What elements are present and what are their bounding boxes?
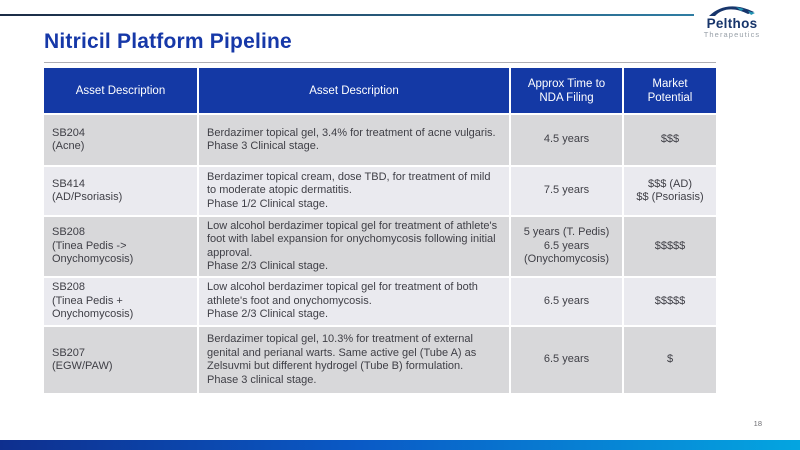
time-cell: 7.5 years — [511, 167, 624, 217]
table-row: SB414 (AD/Psoriasis) Berdazimer topical … — [44, 167, 716, 217]
potential-cell: $$$$$ — [624, 278, 716, 327]
logo-subtitle: Therapeutics — [703, 30, 761, 39]
description-cell: Berdazimer topical cream, dose TBD, for … — [199, 167, 511, 217]
time-cell: 4.5 years — [511, 115, 624, 167]
table-row: SB204 (Acne) Berdazimer topical gel, 3.4… — [44, 115, 716, 167]
table-top-divider — [44, 62, 716, 63]
header-time: Approx Time to NDA Filing — [511, 68, 624, 115]
time-cell: 5 years (T. Pedis) 6.5 years (Onychomyco… — [511, 217, 624, 278]
pelthos-mountain-icon — [709, 6, 755, 16]
table-row: SB207 (EGW/PAW) Berdazimer topical gel, … — [44, 327, 716, 395]
asset-cell: SB208 (Tinea Pedis + Onychomycosis) — [44, 278, 199, 327]
potential-cell: $$$$$ — [624, 217, 716, 278]
description-cell: Low alcohol berdazimer topical gel for t… — [199, 217, 511, 278]
header-asset-2: Asset Description — [199, 68, 511, 115]
potential-cell: $ — [624, 327, 716, 395]
page-number: 18 — [753, 419, 762, 428]
table-header-row: Asset Description Asset Description Appr… — [44, 68, 716, 115]
asset-cell: SB207 (EGW/PAW) — [44, 327, 199, 395]
potential-cell: $$$ (AD) $$ (Psoriasis) — [624, 167, 716, 217]
potential-cell: $$$ — [624, 115, 716, 167]
pipeline-table: Asset Description Asset Description Appr… — [44, 68, 716, 395]
pelthos-logo: Pelthos Therapeutics — [692, 3, 772, 39]
description-cell: Low alcohol berdazimer topical gel for t… — [199, 278, 511, 327]
time-cell: 6.5 years — [511, 278, 624, 327]
asset-cell: SB414 (AD/Psoriasis) — [44, 167, 199, 217]
header-asset-1: Asset Description — [44, 68, 199, 115]
asset-cell: SB208 (Tinea Pedis -> Onychomycosis) — [44, 217, 199, 278]
top-accent-line — [0, 14, 694, 16]
table-row: SB208 (Tinea Pedis + Onychomycosis) Low … — [44, 278, 716, 327]
header-potential: Market Potential — [624, 68, 716, 115]
description-cell: Berdazimer topical gel, 10.3% for treatm… — [199, 327, 511, 395]
time-cell: 6.5 years — [511, 327, 624, 395]
description-cell: Berdazimer topical gel, 3.4% for treatme… — [199, 115, 511, 167]
page-title: Nitricil Platform Pipeline — [44, 30, 292, 53]
table-row: SB208 (Tinea Pedis -> Onychomycosis) Low… — [44, 217, 716, 278]
logo-name: Pelthos — [706, 16, 758, 31]
asset-cell: SB204 (Acne) — [44, 115, 199, 167]
bottom-accent-bar — [0, 440, 800, 450]
